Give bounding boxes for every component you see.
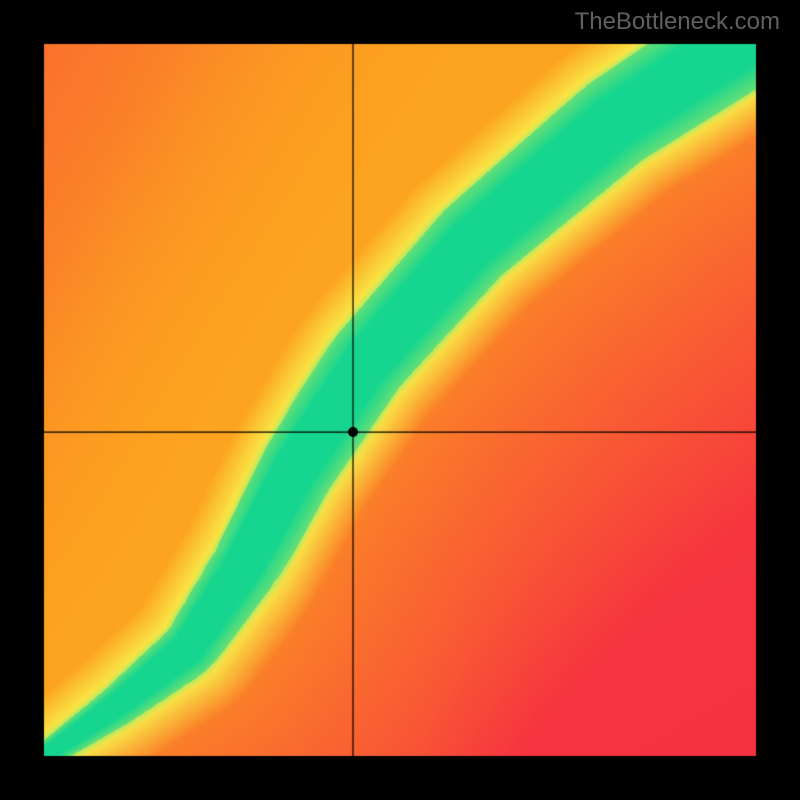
watermark-text: TheBottleneck.com [575, 8, 780, 36]
bottleneck-heatmap [0, 0, 800, 800]
chart-container: TheBottleneck.com [0, 0, 800, 800]
